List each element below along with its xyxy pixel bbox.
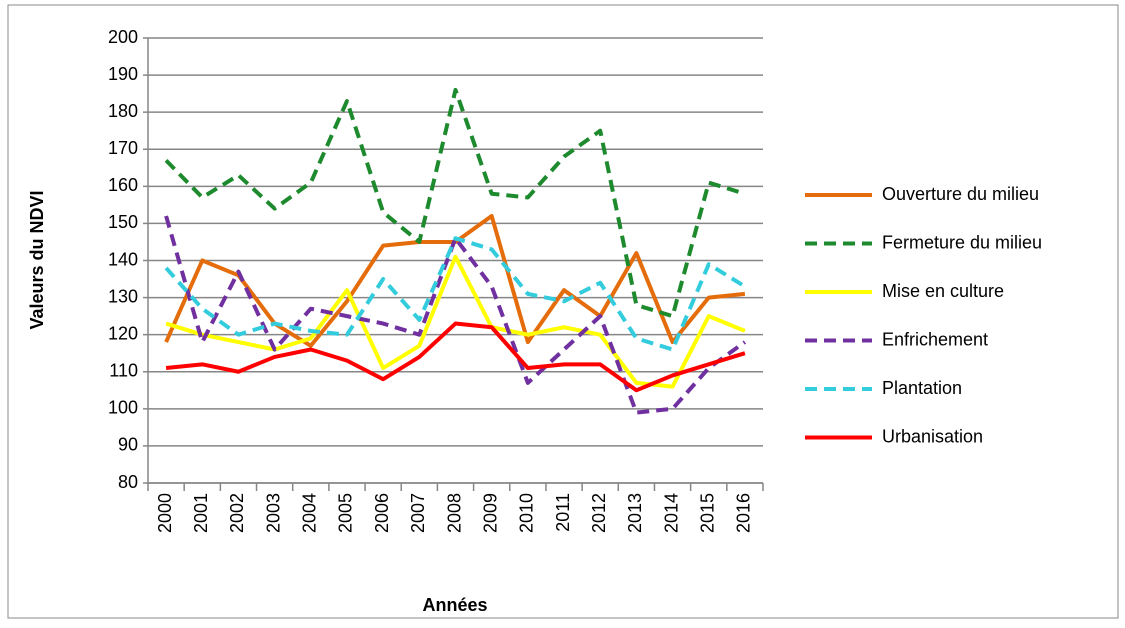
x-tick-label: 2011 [553,493,573,532]
x-tick-label: 2001 [191,493,211,533]
y-tick-label: 80 [118,472,138,492]
series-line [164,236,746,352]
x-tick-label: 2016 [734,493,754,533]
series-line [164,215,747,415]
x-tick-label: 2010 [517,493,537,533]
x-tick-label: 2014 [661,493,681,533]
x-tick-label: 2007 [408,493,428,533]
series-line [164,87,746,319]
y-tick-label: 100 [108,398,138,418]
legend-label: Fermeture du milieu [882,232,1042,252]
x-tick-label: 2013 [625,493,645,533]
x-tick-label: 2004 [300,493,320,533]
x-tick-label: 2000 [155,493,175,533]
y-tick-label: 150 [108,212,138,232]
y-tick-label: 140 [108,249,138,269]
x-tick-label: 2003 [263,493,283,533]
y-tick-label: 160 [108,175,138,195]
y-tick-label: 190 [108,64,138,84]
y-tick-label: 130 [108,286,138,306]
x-tick-label: 2005 [336,493,356,533]
x-tick-label: 2009 [480,493,500,533]
x-tick-label: 2006 [372,493,392,533]
x-tick-label: 2002 [227,493,247,533]
x-axis-label: Années [422,595,487,615]
legend-label: Mise en culture [882,281,1004,301]
y-tick-label: 200 [108,27,138,47]
legend-label: Enfrichement [882,329,988,349]
x-tick-label: 2008 [444,493,464,533]
series-line [165,321,746,393]
legend-label: Plantation [882,378,962,398]
y-tick-label: 180 [108,101,138,121]
legend-label: Ouverture du milieu [882,184,1039,204]
y-tick-label: 120 [108,323,138,343]
x-tick-label: 2015 [697,493,717,533]
y-axis-label: Valeurs du NDVI [27,190,47,329]
y-tick-label: 170 [108,138,138,158]
x-tick-label: 2012 [589,493,609,533]
y-tick-label: 90 [118,435,138,455]
y-tick-label: 110 [109,361,138,381]
legend-label: Urbanisation [882,426,983,446]
